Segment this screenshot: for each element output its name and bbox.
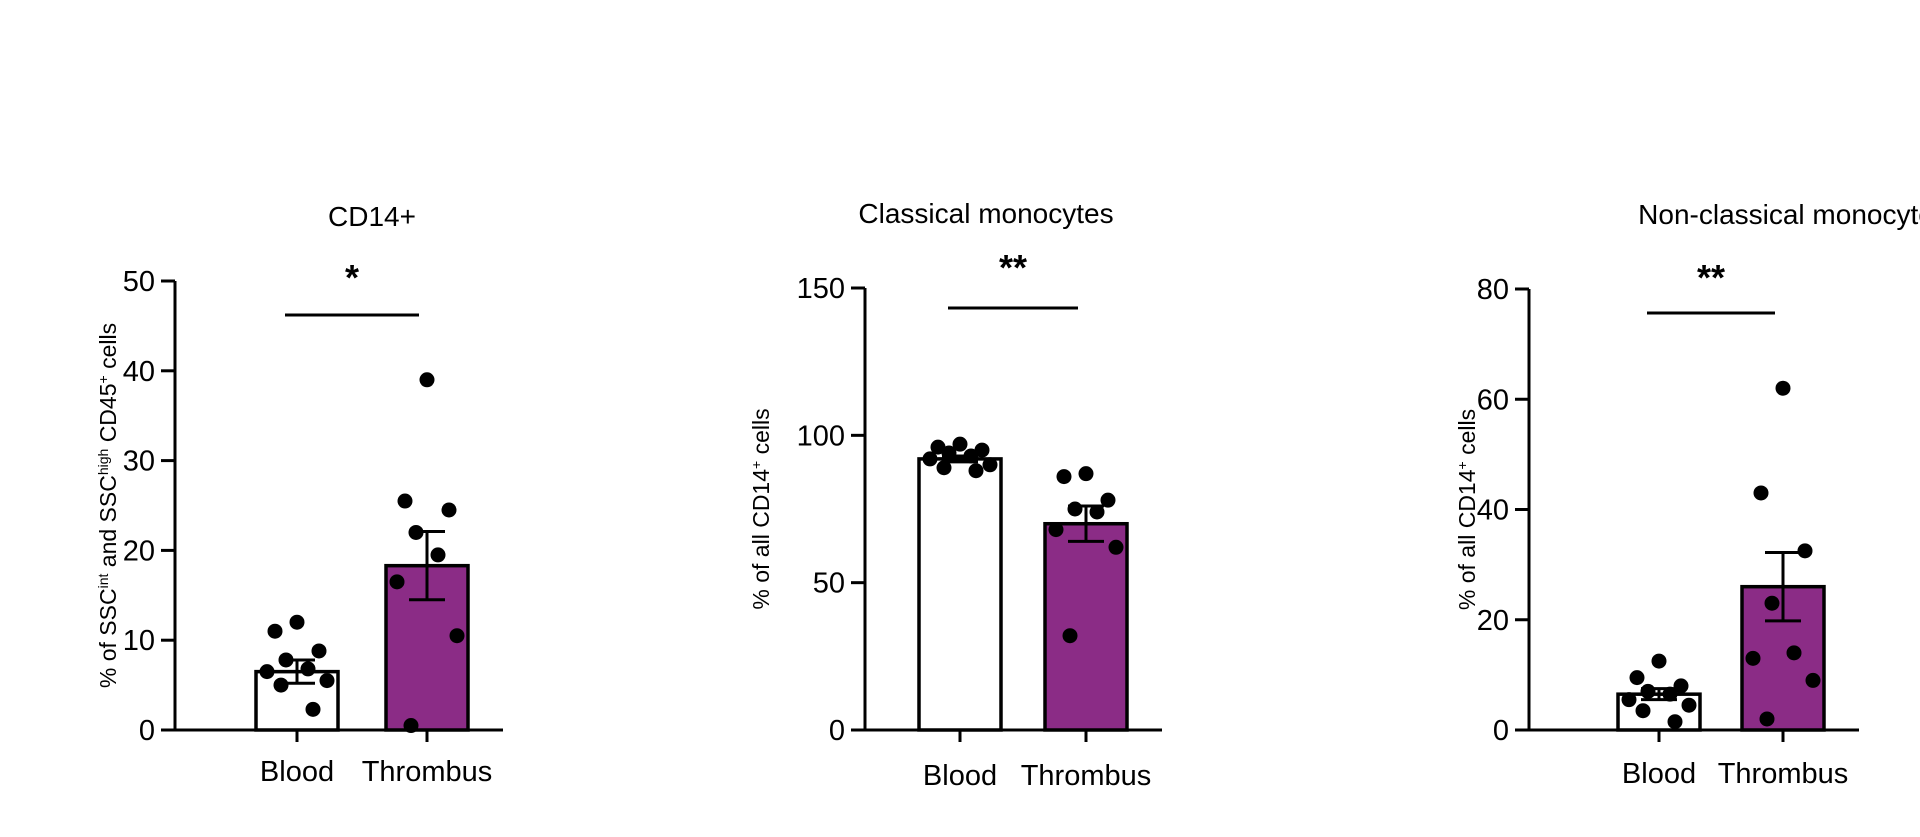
panel-classical-monocytes: Classical monocytes % of all CD14+ cells… [748, 198, 1162, 792]
y-axis-label-part: cells [1454, 409, 1480, 461]
significance-label: * [345, 257, 359, 298]
y-axis-label-part: CD45 [95, 383, 121, 448]
x-tick-label: Thrombus [362, 756, 493, 788]
y-tick-label: 0 [1493, 715, 1509, 747]
data-point [419, 372, 435, 388]
data-point [300, 661, 316, 677]
data-point [982, 457, 998, 473]
data-point [389, 574, 405, 590]
y-tick-label: 10 [123, 625, 155, 657]
y-tick-label: 40 [1477, 495, 1509, 527]
significance-label: ** [1697, 257, 1725, 298]
panel-non-classical-monocytes: Non-classical monocytes % of all CD14+ c… [1454, 199, 1920, 790]
data-point [1759, 711, 1775, 727]
y-axis-label-superscript: + [1454, 461, 1470, 469]
data-point [968, 463, 984, 479]
x-tick-label: Thrombus [1718, 758, 1849, 790]
y-tick-label: 150 [797, 273, 845, 305]
y-tick-label: 0 [139, 715, 155, 747]
panel-cd14: CD14+ % of SSCint and SSChigh CD45+ cell… [95, 201, 503, 788]
y-axis-label-superscript: + [95, 375, 111, 383]
data-point [1108, 539, 1124, 555]
data-point [289, 614, 305, 630]
y-axis-label-part: and SSC [95, 475, 121, 573]
y-axis-label-superscript: high [95, 449, 111, 475]
data-point [1056, 469, 1072, 485]
data-point [273, 677, 289, 693]
data-point [1629, 670, 1645, 686]
data-point [922, 451, 938, 467]
data-point [1667, 714, 1683, 730]
data-point [1640, 683, 1656, 699]
y-axis-label-part: % of SSC [95, 588, 121, 688]
bar-blood [917, 457, 1003, 732]
data-point [952, 436, 968, 452]
data-point [930, 439, 946, 455]
data-point [1673, 678, 1689, 694]
data-point [311, 643, 327, 659]
chart-title: Classical monocytes [858, 198, 1113, 229]
data-point [1681, 697, 1697, 713]
y-tick-label: 60 [1477, 384, 1509, 416]
x-tick-label: Blood [260, 756, 334, 788]
data-point [1067, 501, 1083, 517]
data-point [1100, 492, 1116, 508]
y-axis-label-part: % of all CD14 [748, 469, 774, 610]
data-point [430, 547, 446, 563]
y-tick-label: 0 [829, 715, 845, 747]
y-axis-label-part: % of all CD14 [1454, 469, 1480, 610]
data-point [1062, 628, 1078, 644]
y-axis-label: % of all CD14+ cells [1454, 409, 1480, 610]
y-axis-label-superscript: + [748, 461, 764, 469]
data-point [267, 623, 283, 639]
data-point [319, 673, 335, 689]
data-point [1786, 645, 1802, 661]
significance-label: ** [999, 247, 1027, 288]
chart-title: CD14+ [328, 201, 416, 232]
y-tick-label: 50 [813, 568, 845, 600]
data-point [1078, 466, 1094, 482]
data-point [1805, 672, 1821, 688]
data-point [397, 493, 413, 509]
data-point [1651, 653, 1667, 669]
data-point [974, 442, 990, 458]
data-point [1753, 485, 1769, 501]
y-tick-label: 20 [123, 535, 155, 567]
data-point [259, 664, 275, 680]
data-point [936, 460, 952, 476]
y-axis-label: % of SSCint and SSChigh CD45+ cells [95, 323, 121, 688]
x-tick-label: Blood [1622, 758, 1696, 790]
y-tick-label: 100 [797, 420, 845, 452]
data-point [1764, 595, 1780, 611]
x-tick-label: Blood [923, 760, 997, 792]
data-point [1635, 703, 1651, 719]
y-axis-label-part: cells [748, 408, 774, 460]
y-axis-label-part: cells [95, 323, 121, 375]
y-axis-label-superscript: int [95, 574, 111, 589]
chart-title: Non-classical monocytes [1638, 199, 1920, 230]
y-tick-label: 50 [123, 266, 155, 298]
y-tick-label: 80 [1477, 274, 1509, 306]
data-point [1745, 650, 1761, 666]
data-point [1621, 692, 1637, 708]
data-point [441, 502, 457, 518]
data-point [1048, 522, 1064, 538]
y-tick-label: 30 [123, 446, 155, 478]
y-tick-label: 40 [123, 356, 155, 388]
data-point [305, 701, 321, 717]
data-point [1089, 504, 1105, 520]
data-point [1775, 380, 1791, 396]
data-point [449, 628, 465, 644]
data-point [1797, 543, 1813, 559]
y-tick-label: 20 [1477, 605, 1509, 637]
y-axis-label: % of all CD14+ cells [748, 408, 774, 609]
x-tick-label: Thrombus [1021, 760, 1152, 792]
